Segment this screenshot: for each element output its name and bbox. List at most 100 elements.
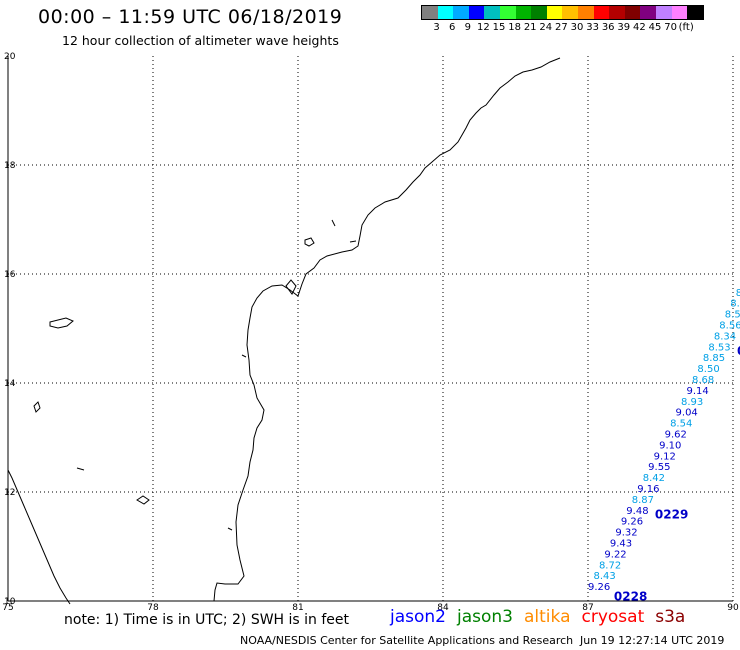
coastline-main: [213, 57, 561, 602]
legend-label: 45: [648, 22, 662, 33]
track-time-label: 0229: [655, 508, 688, 522]
legend-label: 39: [617, 22, 631, 33]
swh-value-label: 8.85: [703, 353, 725, 364]
east-coast-line: [7, 469, 71, 605]
swh-value-label: 9.26: [588, 582, 610, 593]
swh-value-label: 9.55: [648, 462, 670, 473]
legend-swatch: [468, 6, 485, 19]
latitude-tick-label: 20: [4, 52, 16, 62]
generated-timestamp: Jun 19 12:27:14 UTC 2019: [580, 634, 725, 647]
latitude-tick-label: 10: [4, 597, 16, 607]
credit-line: NOAA/NESDIS Center for Satellite Applica…: [240, 634, 574, 647]
legend-label: 15: [492, 22, 506, 33]
swh-value-label: 9.04: [676, 408, 698, 419]
legend-swatch: [453, 6, 469, 19]
swh-value-label: 8.53: [708, 342, 730, 353]
satellite-jason2: jason2: [390, 607, 446, 627]
legend-label: 12: [477, 22, 490, 33]
longitude-tick-label: 90: [727, 603, 739, 613]
legend-label: 33: [586, 22, 599, 33]
legend-swatch: [484, 6, 500, 19]
swh-value-label: 8.87: [632, 495, 654, 506]
track-time-label: 0228: [614, 589, 647, 603]
jason2-track: 9.268.438.729.229.439.329.269.488.879.16…: [588, 288, 740, 593]
swh-value-label: 8.43: [593, 571, 615, 582]
swh-value-label: 8.93: [681, 397, 703, 408]
latitude-labels: 10 12 14 16 18 20: [4, 52, 16, 607]
swh-value-label: 8.54: [725, 310, 740, 321]
island-4: [136, 495, 150, 505]
legend-swatch: [609, 6, 625, 19]
legend-swatch: [687, 6, 703, 19]
swh-value-label: 9.43: [610, 539, 632, 550]
islet-4: [241, 354, 247, 358]
map-grid: [7, 56, 734, 602]
satellite-altika: altika: [524, 607, 571, 627]
legend-swatch: [531, 6, 547, 19]
swh-value-label: 9.62: [665, 430, 687, 441]
legend-swatch: [499, 6, 516, 19]
swh-value-label: 8.42: [643, 473, 665, 484]
latitude-tick-label: 12: [4, 488, 15, 498]
satellite-cryosat: cryosat: [581, 607, 645, 627]
legend-label: 70: [664, 22, 677, 33]
legend-swatch: [640, 6, 656, 19]
longitude-tick-label: 78: [147, 603, 159, 613]
legend-swatch: [515, 6, 532, 19]
swh-value-label: 8.72: [599, 560, 621, 571]
coastline: [7, 57, 561, 605]
track-time-label: 0230: [737, 344, 740, 358]
legend-swatch: [562, 6, 578, 19]
swh-value-label: 8.05: [730, 299, 740, 310]
swh-value-label: 8.68: [692, 375, 714, 386]
chart-subtitle: 12 hour collection of altimeter wave hei…: [62, 33, 339, 48]
islet-3: [76, 467, 85, 471]
legend-label: 24: [539, 22, 553, 33]
swh-value-label: 9.12: [654, 451, 676, 462]
track-time-labels: 0228 0229 0230: [614, 344, 740, 603]
legend-label: 36: [601, 22, 615, 33]
swh-value-label: 8.50: [697, 364, 719, 375]
legend-label: 30: [570, 22, 584, 33]
legend-swatch: [546, 6, 563, 19]
legend-swatch: [422, 6, 438, 19]
legend-label: 27: [555, 22, 568, 33]
satellite-legend: jason2 jason3 altika cryosat s3a: [390, 607, 696, 627]
island-1: [49, 317, 74, 329]
legend-label: 3: [433, 22, 440, 33]
swh-value-label: 9.22: [604, 549, 626, 560]
latitude-tick-label: 14: [4, 379, 16, 389]
legend-labels: 3 6 9 12 15 18 21 24 27 30 33 36 39 42 45 70 (ft): [421, 20, 704, 34]
swh-value-label: 9.14: [686, 386, 708, 397]
latitude-tick-label: 18: [4, 161, 16, 171]
longitude-tick-label: 87: [582, 603, 593, 613]
legend-label: 42: [633, 22, 646, 33]
swh-value-label: 8.92: [736, 288, 740, 299]
legend-swatch: [437, 6, 454, 19]
longitude-tick-label: 75: [2, 603, 13, 613]
islet-1: [331, 219, 336, 227]
latitude-tick-label: 16: [4, 270, 16, 280]
color-legend: 3 6 9 12 15 18 21 24 27 30 33 36 39 42 45 70 (ft): [421, 5, 704, 34]
legend-swatch: [577, 6, 594, 19]
legend-swatch: [671, 6, 688, 19]
legend-swatch: [593, 6, 610, 19]
swh-value-label: 9.32: [615, 528, 637, 539]
swh-value-label: 8.34: [714, 331, 736, 342]
satellite-s3a: s3a: [655, 607, 686, 627]
legend-label: (ft): [678, 22, 694, 33]
islet-5: [227, 527, 233, 531]
legend-label: 18: [508, 22, 521, 33]
legend-label: 21: [523, 22, 537, 33]
satellite-jason3: jason3: [457, 607, 513, 627]
swh-value-label: 8.56: [719, 321, 740, 332]
swh-value-label: 9.16: [637, 484, 659, 495]
footer-note: note: 1) Time is in UTC; 2) SWH is in fe…: [64, 612, 350, 628]
swh-value-label: 9.26: [621, 517, 643, 528]
islet-2: [349, 240, 357, 243]
longitude-tick-label: 84: [437, 603, 449, 613]
legend-swatch: [624, 6, 641, 19]
legend-swatch: [655, 6, 672, 19]
legend-label: 6: [449, 22, 456, 33]
